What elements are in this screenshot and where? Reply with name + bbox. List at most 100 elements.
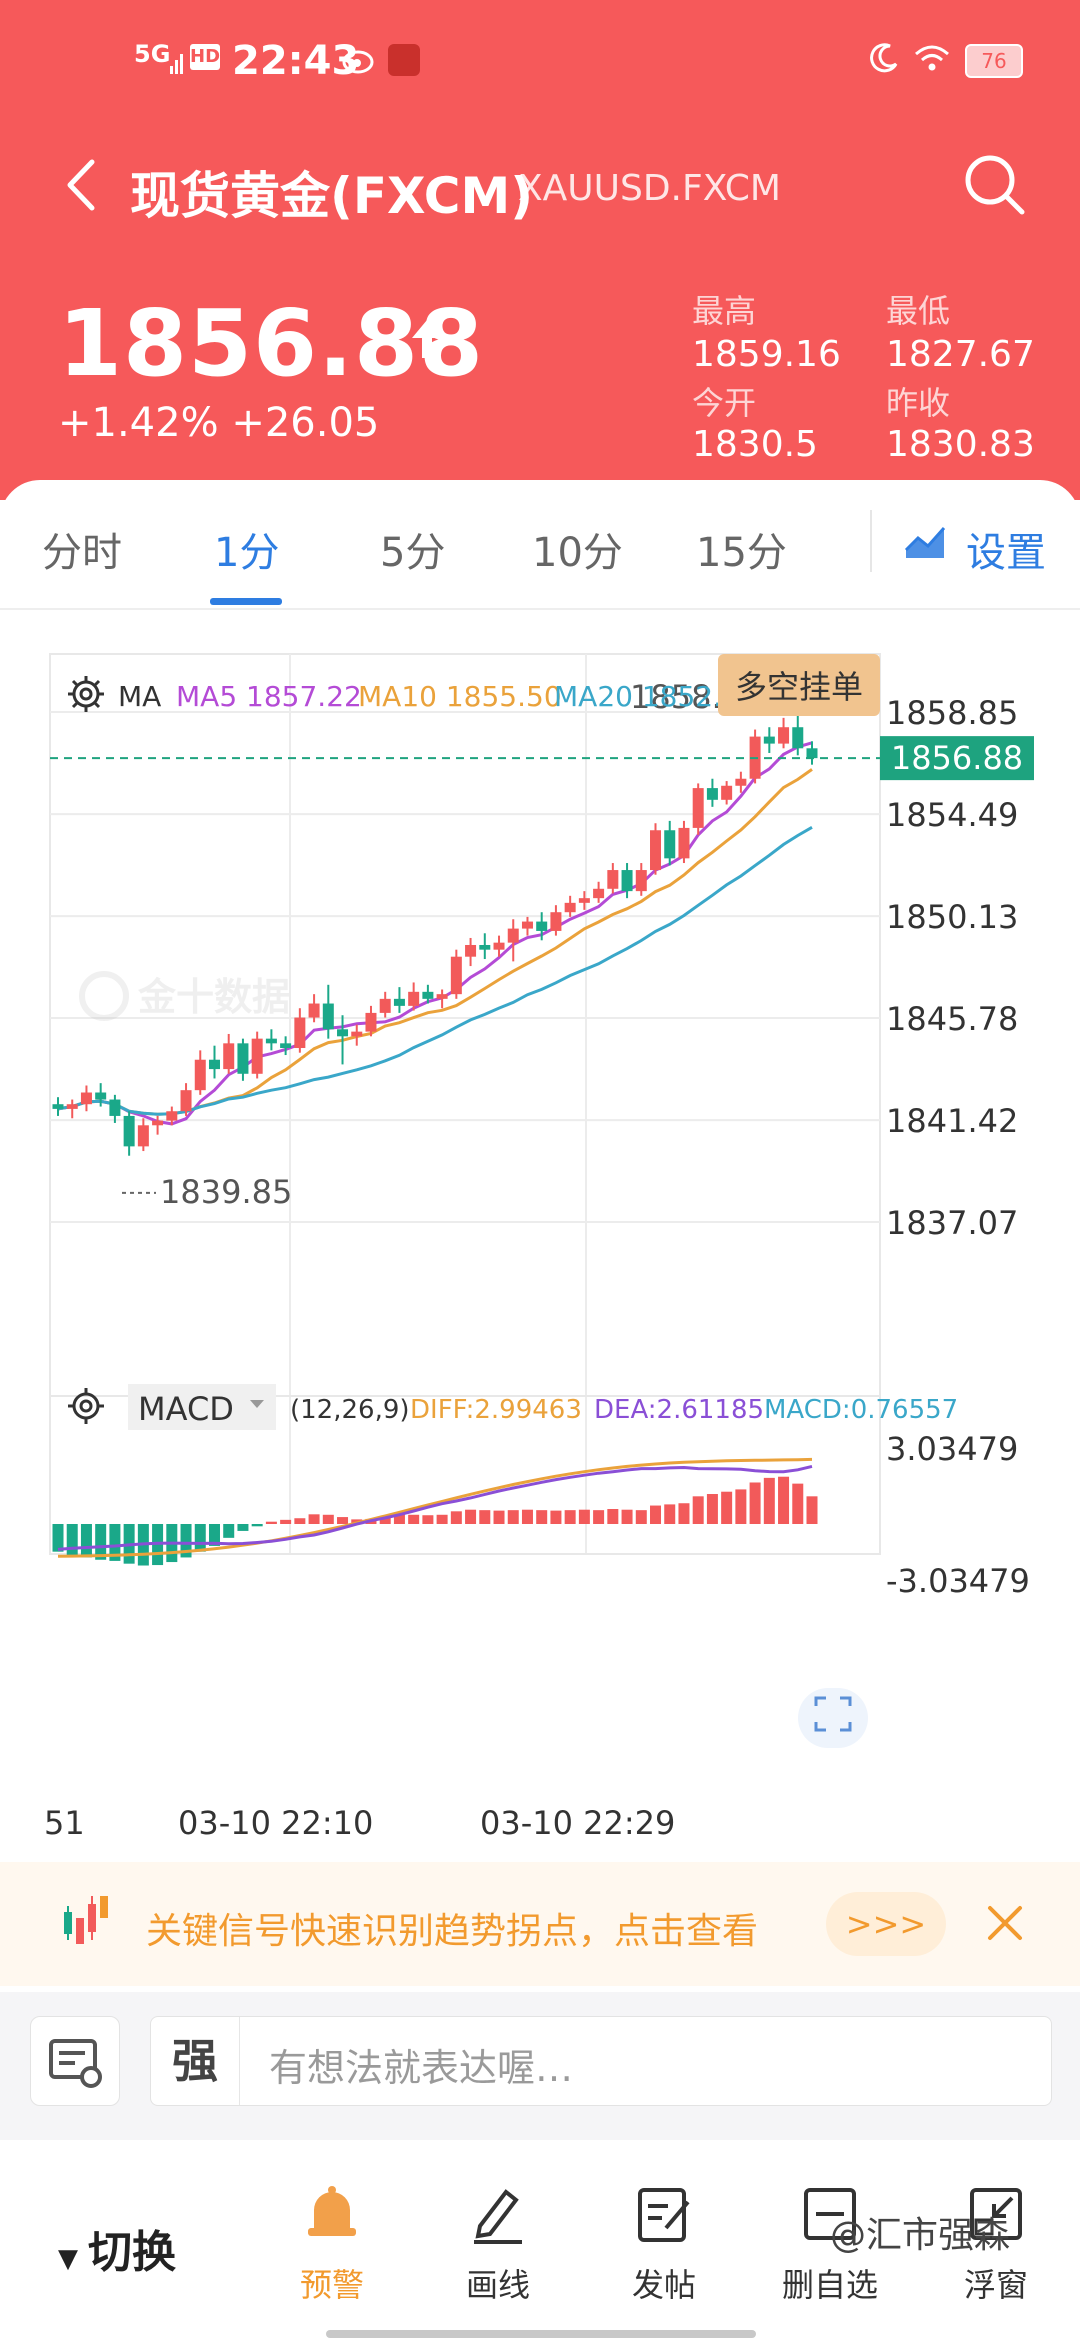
- signal-icon: [170, 48, 186, 78]
- candle-body: [265, 1038, 277, 1044]
- macd-bar: [208, 1524, 220, 1546]
- candle-body: [322, 1003, 334, 1030]
- macd-bar: [650, 1505, 662, 1524]
- macd-diff-label: DIFF:2.99463: [410, 1395, 582, 1425]
- candle-body: [564, 902, 576, 913]
- settings-button[interactable]: 设置: [966, 530, 1046, 576]
- candle-body: [280, 1043, 292, 1049]
- macd-bar: [223, 1524, 235, 1538]
- search-icon[interactable]: [960, 150, 1030, 220]
- comment-input[interactable]: 强 有想法就表达喔…: [150, 2016, 1052, 2106]
- home-indicator[interactable]: [326, 2330, 756, 2338]
- macd-bar: [550, 1510, 562, 1524]
- macd-ytick-top: 3.03479: [886, 1430, 1018, 1468]
- network-indicator: 5G: [134, 40, 171, 68]
- macd-bar: [493, 1510, 505, 1524]
- price-change: +1.42% +26.05: [58, 400, 379, 446]
- macd-bar: [237, 1524, 249, 1531]
- candle-body: [479, 944, 491, 950]
- watermark-logo: 金十数据: [79, 971, 290, 1021]
- low-label: 最低: [886, 292, 951, 330]
- macd-bar: [792, 1483, 804, 1524]
- candle-body: [152, 1120, 164, 1126]
- macd-bar: [778, 1476, 790, 1524]
- draw-line-button[interactable]: 画线: [428, 2182, 568, 2306]
- remove-watchlist-label: 删自选: [781, 2266, 878, 2304]
- candle-body: [521, 921, 533, 929]
- candle-body: [294, 1017, 306, 1049]
- note-button[interactable]: [30, 2016, 120, 2106]
- change-percent: +1.42%: [58, 400, 219, 446]
- macd-dea-label: DEA:2.61185: [594, 1395, 764, 1425]
- macd-bar: [763, 1477, 775, 1524]
- post-button[interactable]: 发帖: [594, 2182, 734, 2306]
- chart-settings-icon[interactable]: [904, 524, 948, 564]
- macd-bar: [194, 1524, 206, 1552]
- candle-body: [778, 727, 790, 744]
- signal-more-button[interactable]: >>>: [826, 1892, 946, 1956]
- candle-body: [607, 870, 619, 889]
- post-label: 发帖: [631, 2266, 696, 2304]
- up-arrow-icon: [410, 318, 444, 360]
- change-absolute: +26.05: [231, 400, 380, 446]
- candle-body: [351, 1031, 363, 1037]
- remove-watchlist-button[interactable]: 删自选: [760, 2182, 900, 2306]
- candle-body: [308, 1003, 320, 1018]
- float-window-button[interactable]: 浮窗: [926, 2182, 1066, 2306]
- macd-name: MACD: [138, 1390, 234, 1428]
- bell-icon: [300, 2182, 364, 2246]
- macd-bar: [393, 1514, 405, 1524]
- tab-15min[interactable]: 15分: [696, 530, 787, 576]
- candle-body: [137, 1125, 149, 1147]
- open-label: 今开: [692, 384, 757, 422]
- candle-body: [180, 1090, 192, 1112]
- prev-close-value: 1830.83: [886, 424, 1035, 465]
- macd-bar: [607, 1509, 619, 1524]
- strong-badge[interactable]: 强: [151, 2017, 240, 2105]
- candle-body: [408, 991, 420, 1006]
- macd-bar: [578, 1509, 590, 1524]
- period-tabs: 分时 1分 5分 10分 15分 设置: [0, 480, 1080, 610]
- candle-body: [763, 736, 775, 744]
- candlestick-signal-icon: [62, 1890, 124, 1958]
- alert-button[interactable]: 预警: [262, 2182, 402, 2306]
- macd-bar: [564, 1510, 576, 1524]
- ma5-legend: MA5 1857.22: [176, 680, 362, 713]
- candle-body: [237, 1043, 249, 1074]
- weibo-icon: [342, 44, 378, 78]
- tab-timeshare[interactable]: 分时: [42, 530, 122, 576]
- battery-indicator: 76: [965, 44, 1023, 78]
- back-icon[interactable]: [56, 150, 116, 220]
- page-title: 现货黄金(FXCM): [130, 167, 534, 225]
- macd-bar: [806, 1496, 818, 1524]
- macd-bar: [308, 1514, 320, 1524]
- macd-bar: [721, 1491, 733, 1524]
- candle-body: [365, 1012, 377, 1032]
- symbol-code: XAUUSD.FXCM: [518, 168, 781, 209]
- pen-icon: [466, 2182, 530, 2246]
- macd-bar: [621, 1509, 633, 1524]
- candle-body: [109, 1099, 121, 1116]
- candle-body: [664, 830, 676, 859]
- macd-bar: [379, 1515, 391, 1524]
- kline-chart[interactable]: 金十数据 1856.88 1858.85 1839.85 1858.85 1854…: [0, 640, 1080, 1842]
- candle-body: [66, 1104, 78, 1109]
- macd-bar: [678, 1503, 690, 1524]
- tab-1min[interactable]: 1分: [214, 530, 280, 576]
- candle-body: [678, 827, 690, 859]
- tab-5min[interactable]: 5分: [380, 530, 446, 576]
- macd-ytick-bottom: -3.03479: [886, 1562, 1030, 1600]
- tab-10min[interactable]: 10分: [532, 530, 623, 576]
- candle-body: [593, 888, 605, 899]
- candle-body: [635, 870, 647, 892]
- candle-body: [621, 870, 633, 892]
- status-bar: 5G HD 22:43 76: [0, 0, 1080, 120]
- close-icon[interactable]: [980, 1898, 1030, 1948]
- switch-button[interactable]: ▼ 切换: [58, 2216, 176, 2280]
- candle-body: [578, 898, 590, 903]
- xtick-2: 03-10 22:29: [480, 1804, 675, 1840]
- draw-line-label: 画线: [465, 2266, 530, 2304]
- price-ytick: 1850.13: [886, 898, 1018, 936]
- signal-banner-text[interactable]: 关键信号快速识别趋势拐点，点击查看: [146, 1911, 759, 1952]
- signal-banner[interactable]: 关键信号快速识别趋势拐点，点击查看 >>>: [0, 1862, 1080, 1986]
